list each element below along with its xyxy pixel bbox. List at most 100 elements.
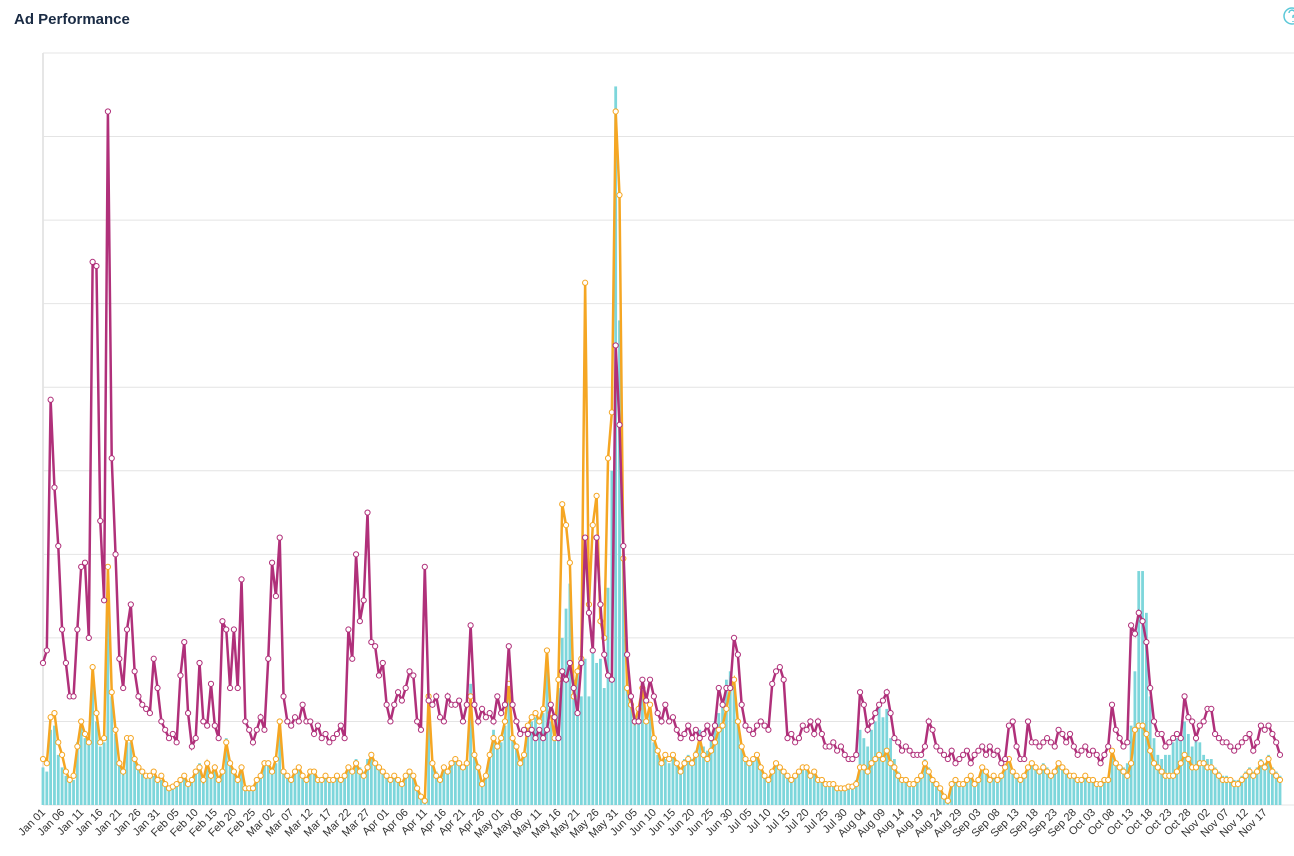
bar bbox=[114, 733, 117, 805]
bar bbox=[942, 796, 946, 805]
point bbox=[650, 693, 657, 700]
point bbox=[1070, 772, 1077, 779]
bar bbox=[243, 788, 247, 805]
point bbox=[635, 718, 642, 725]
point bbox=[356, 618, 363, 625]
point bbox=[181, 772, 188, 779]
bar bbox=[1122, 767, 1125, 805]
bar bbox=[1190, 746, 1194, 805]
point bbox=[1059, 730, 1066, 738]
point bbox=[333, 772, 341, 779]
point bbox=[776, 664, 783, 671]
point bbox=[448, 760, 455, 767]
point bbox=[364, 764, 371, 771]
bar bbox=[95, 721, 98, 805]
bar bbox=[98, 746, 102, 805]
point bbox=[414, 718, 421, 725]
point bbox=[135, 764, 142, 771]
point bbox=[1238, 739, 1245, 746]
point bbox=[1189, 718, 1196, 725]
bar bbox=[289, 779, 293, 805]
bar bbox=[618, 320, 621, 805]
point bbox=[116, 655, 123, 662]
point bbox=[51, 709, 58, 717]
bar bbox=[774, 763, 778, 805]
point bbox=[1234, 743, 1242, 750]
bar bbox=[992, 775, 996, 805]
bar bbox=[282, 771, 285, 805]
chart-title: Ad Performance bbox=[14, 11, 130, 28]
point bbox=[288, 722, 295, 729]
point bbox=[677, 768, 684, 775]
point bbox=[1147, 684, 1154, 692]
point bbox=[204, 760, 211, 767]
point bbox=[948, 747, 955, 754]
bar bbox=[64, 775, 68, 805]
point bbox=[1032, 739, 1039, 746]
point bbox=[715, 726, 722, 733]
point bbox=[1063, 739, 1070, 746]
point bbox=[818, 730, 825, 738]
point bbox=[620, 542, 627, 550]
bar bbox=[801, 767, 805, 805]
point bbox=[265, 655, 272, 662]
point bbox=[757, 764, 764, 771]
point bbox=[444, 693, 451, 700]
point bbox=[811, 730, 818, 738]
bar bbox=[702, 746, 705, 805]
point bbox=[230, 626, 237, 633]
bar bbox=[812, 771, 816, 805]
point bbox=[730, 634, 738, 641]
point bbox=[375, 672, 383, 679]
point bbox=[986, 776, 993, 784]
bar bbox=[1217, 771, 1221, 805]
bar bbox=[1164, 754, 1167, 805]
bar bbox=[49, 729, 53, 805]
point bbox=[433, 693, 440, 700]
point bbox=[849, 755, 856, 763]
point bbox=[540, 735, 547, 742]
bar bbox=[1114, 763, 1118, 805]
point bbox=[1086, 751, 1093, 758]
point bbox=[700, 751, 707, 758]
bar bbox=[167, 788, 171, 805]
bar bbox=[278, 725, 282, 805]
point bbox=[1082, 772, 1089, 779]
bar bbox=[996, 779, 999, 805]
help-icon[interactable] bbox=[1283, 7, 1294, 25]
bar bbox=[297, 767, 301, 805]
bar bbox=[782, 771, 786, 805]
point bbox=[700, 730, 707, 738]
bar bbox=[1137, 571, 1141, 805]
bar bbox=[530, 721, 534, 805]
point bbox=[349, 655, 356, 662]
point bbox=[43, 647, 50, 654]
bar bbox=[240, 767, 243, 805]
point bbox=[1128, 760, 1135, 767]
point bbox=[887, 760, 894, 767]
bar bbox=[892, 759, 896, 805]
help-circle[interactable] bbox=[1283, 7, 1294, 25]
bar bbox=[205, 763, 209, 805]
point bbox=[860, 764, 867, 771]
bar bbox=[1106, 779, 1110, 805]
bar bbox=[144, 775, 148, 805]
bar bbox=[885, 708, 889, 805]
point bbox=[528, 714, 535, 721]
bar bbox=[213, 767, 217, 805]
point bbox=[192, 768, 199, 775]
point bbox=[517, 760, 524, 767]
point bbox=[456, 697, 463, 704]
point bbox=[421, 563, 428, 570]
point bbox=[513, 718, 520, 725]
point bbox=[93, 262, 100, 270]
help-glyph[interactable] bbox=[1288, 9, 1294, 22]
line bbox=[41, 111, 1282, 767]
point bbox=[646, 676, 654, 683]
point bbox=[352, 760, 360, 767]
bar bbox=[931, 779, 934, 805]
point bbox=[1208, 705, 1215, 713]
bar bbox=[507, 688, 511, 805]
point bbox=[364, 509, 371, 516]
point bbox=[417, 793, 425, 800]
